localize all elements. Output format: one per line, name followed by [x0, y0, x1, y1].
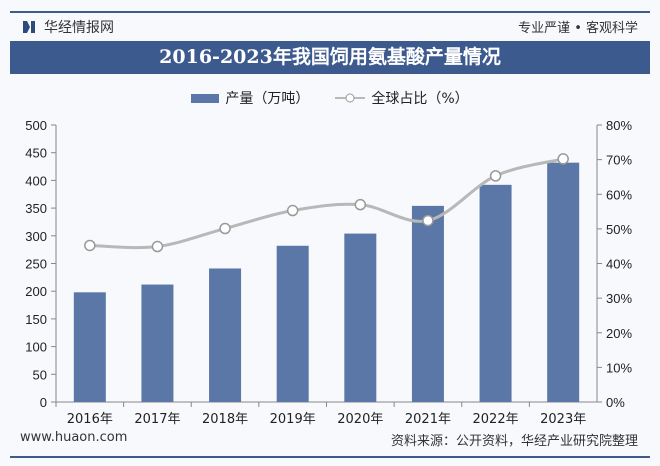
right-tick-label: 30%: [606, 291, 632, 306]
x-tick-label: 2018年: [202, 412, 248, 427]
bar-2017年: [141, 284, 174, 402]
share-point-2023年: [557, 153, 569, 165]
left-tick-label: 500: [25, 118, 47, 133]
chart-title: 2016-2023年我国饲用氨基酸产量情况: [10, 41, 650, 74]
right-tick-label: 70%: [606, 153, 632, 168]
share-point-2016年: [84, 239, 96, 252]
bar-2019年: [276, 245, 309, 402]
brand: 华经情报网: [22, 17, 114, 37]
left-tick-label: 200: [25, 284, 47, 299]
right-tick-label: 80%: [606, 118, 632, 133]
brand-logo-icon: [23, 21, 35, 33]
right-tick-label: 0%: [606, 395, 625, 410]
legend: 产量（万吨） 全球占比（%）: [0, 88, 660, 108]
share-point-2022年: [489, 170, 502, 182]
x-tick-label: 2023年: [540, 412, 586, 427]
left-tick-label: 400: [25, 173, 47, 188]
share-point-2018年: [219, 222, 231, 235]
bar-2016年: [73, 292, 106, 402]
bar-2018年: [209, 268, 242, 402]
x-tick-label: 2019年: [270, 412, 316, 427]
legend-bar-swatch: [191, 93, 220, 103]
right-tick-label: 50%: [606, 222, 632, 237]
right-tick-label: 10%: [606, 360, 632, 375]
share-line: [89, 157, 564, 250]
right-tick-label: 20%: [606, 326, 632, 341]
left-tick-label: 450: [25, 146, 47, 161]
x-tick-label: 2017年: [134, 412, 180, 427]
bar-2020年: [344, 233, 377, 402]
share-point-2019年: [286, 204, 299, 217]
share-point-2021年: [422, 214, 434, 227]
legend-line-swatch: [335, 93, 366, 103]
source-note: 资料来源：公开资料，华经产业研究院整理: [390, 434, 638, 449]
right-tick-label: 40%: [606, 257, 632, 272]
legend-label: 全球占比（%）: [371, 91, 469, 107]
left-tick-label: 100: [25, 340, 47, 355]
left-tick-label: 350: [25, 201, 47, 216]
share-point-2020年: [354, 198, 367, 211]
bar-2023年: [547, 162, 580, 402]
x-tick-label: 2020年: [337, 412, 383, 427]
bar-2021年: [411, 205, 444, 402]
bottom-rule: [10, 456, 650, 458]
x-tick-label: 2021年: [405, 412, 451, 427]
chart-plot: 0 50 100 150 200 250 300 350 400 450 500 0% 10% 20% 30…: [25, 118, 632, 427]
x-tick-label: 2022年: [473, 412, 519, 427]
x-tick-label: 2016年: [67, 412, 113, 427]
website: www.huaon.com: [20, 430, 128, 445]
share-point-2017年: [151, 240, 164, 253]
top-rule: [10, 11, 650, 13]
legend-label: 产量（万吨）: [225, 91, 310, 107]
right-tick-label: 60%: [606, 187, 632, 202]
legend-item-share: 全球占比（%）: [335, 88, 469, 108]
brand-name: 华经情报网: [44, 20, 114, 36]
left-tick-label: 300: [25, 229, 47, 244]
left-tick-label: 50: [33, 367, 47, 382]
left-tick-label: 0: [40, 395, 47, 410]
left-tick-label: 250: [25, 257, 47, 272]
legend-item-production: 产量（万吨）: [191, 88, 309, 108]
motto: 专业严谨 • 客观科学: [518, 21, 638, 36]
left-tick-label: 150: [25, 312, 47, 327]
bar-2022年: [479, 184, 512, 402]
